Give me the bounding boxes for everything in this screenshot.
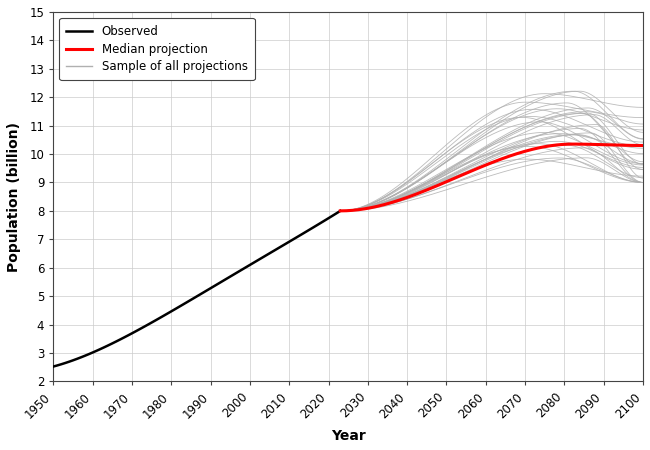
Y-axis label: Population (billion): Population (billion) (7, 122, 21, 272)
Legend: Observed, Median projection, Sample of all projections: Observed, Median projection, Sample of a… (59, 18, 255, 81)
X-axis label: Year: Year (331, 429, 365, 443)
